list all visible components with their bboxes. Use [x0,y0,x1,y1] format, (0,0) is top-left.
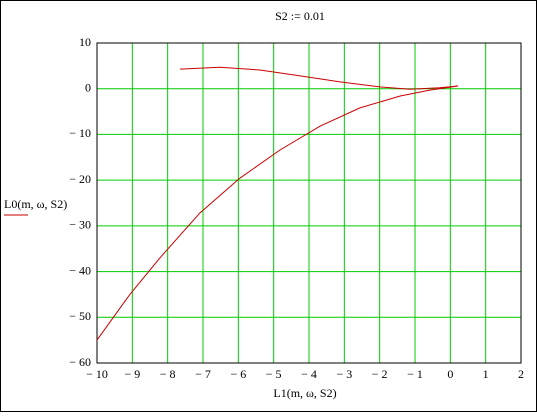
curve [96,66,459,341]
y-tick-label: − 20 [69,172,91,186]
x-tick-label: − 3 [336,367,352,381]
x-tick-label: − 10 [86,367,108,381]
x-tick-label: − 1 [407,367,423,381]
y-axis-label: L0(m, ω, S2) [4,197,67,211]
x-tick-label: − 7 [195,367,211,381]
x-tick-label: 1 [483,367,489,381]
x-axis-label: L1(m, ω, S2) [273,386,336,400]
x-tick-label: − 2 [372,367,388,381]
x-tick-label: − 9 [124,367,140,381]
y-tick-label: − 10 [69,126,91,140]
y-tick-label: − 60 [69,355,91,369]
x-tick-label: 2 [518,367,524,381]
y-tick-label: − 30 [69,218,91,232]
x-tick-label: − 8 [160,367,176,381]
x-tick-label: − 6 [230,367,246,381]
plot-frame [96,42,522,364]
y-tick-label: 0 [85,80,91,94]
x-tick-label: − 4 [301,367,317,381]
y-tick-label: − 50 [69,309,91,323]
y-tick-label: − 40 [69,263,91,277]
chart-title: S2 := 0.01 [275,9,325,23]
x-tick-label: 0 [447,367,453,381]
y-tick-label: 10 [79,35,91,49]
x-tick-label: − 5 [266,367,282,381]
